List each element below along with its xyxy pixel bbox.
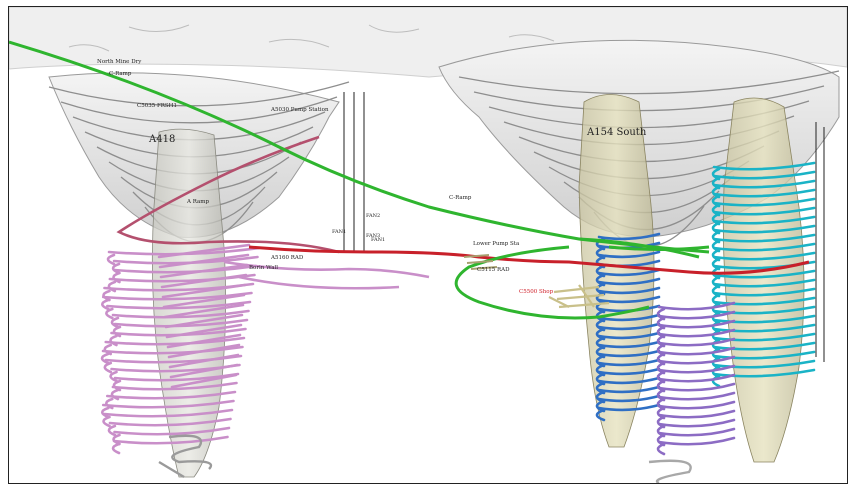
pink-loop [112,318,118,327]
label-pump-station: A5030 Pump Station [270,107,329,113]
label-c5500-shop: C5500 Shop [519,289,554,295]
purple-drift [659,384,734,390]
pink-loop [108,255,114,264]
purple-drift [659,402,734,408]
pink-loop [113,444,119,453]
purple-drift [659,429,734,435]
label-fan-a: FAN2 [366,213,380,219]
label-pit-west: A418 [148,134,175,145]
pink-loop [102,300,108,309]
label-lower-pump-sta: Lower Pump Sta [473,241,520,247]
mine-3d-view: North Mine Dry C-Ramp C5035 FRSH1 A5030 … [8,6,848,484]
gray-spiral-east [649,461,691,483]
mine-model-svg: North Mine Dry C-Ramp C5035 FRSH1 A5030 … [9,7,847,483]
label-a-ramp: A Ramp [186,199,209,205]
label-c-ramp-top: C-Ramp [109,71,132,77]
pink-loop [109,426,115,435]
purple-drift [659,420,734,426]
label-c-ramp-mid: C-Ramp [449,195,472,201]
pink-loop [103,417,109,426]
pink-loop [102,408,108,417]
purple-workings-east [658,303,734,454]
label-fan-d: FAN1 [371,237,385,243]
purple-drift [659,438,734,444]
pink-loop [111,372,117,381]
pink-loop [106,309,112,318]
label-fan-c: FAN1 [332,229,346,235]
purple-loop [658,444,664,454]
pink-loop [105,363,111,372]
label-a5160-rad: A5160 RAD [270,255,304,261]
label-boring-wall: Borin Wall [249,265,278,271]
label-fresh-air: C5035 FRSH1 [137,103,177,109]
purple-drift [659,393,734,399]
pink-loop [102,354,108,363]
purple-drift [659,411,734,417]
label-pit-east: A154 South [586,127,647,138]
pink-loop [113,264,119,273]
label-north-mine-dry: North Mine Dry [97,59,142,65]
orebody-east-a154 [579,95,654,448]
label-c5115-rad: C5115 RAD [477,267,510,273]
